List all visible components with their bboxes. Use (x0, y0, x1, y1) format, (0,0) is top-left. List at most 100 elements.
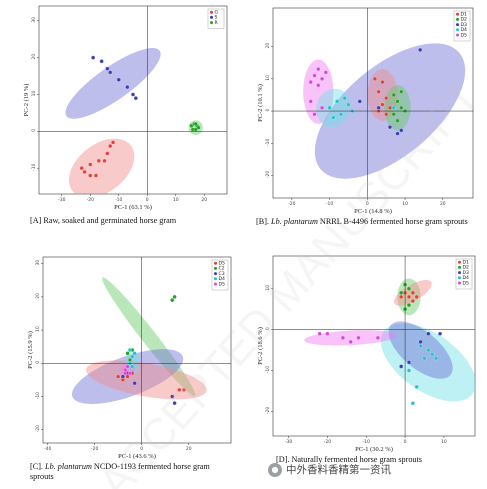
scatter-plot-D: -30 -20 -10 0 10 -20 -10 0 10 PC-1 (30.2 %) PC-2 (… (257, 255, 476, 453)
legend-label: D1 (463, 260, 470, 266)
legend-label: D3 (461, 22, 468, 28)
x-axis-label: PC-1 (63.1 %) (114, 204, 152, 211)
legend-label: G (215, 10, 219, 16)
y-tick-label: -20 (35, 425, 41, 432)
data-point-C2-5 (125, 351, 130, 356)
data-point-D5-0 (308, 80, 313, 85)
data-point-D4-0 (127, 347, 132, 353)
data-point-D4-3 (331, 115, 336, 120)
data-point-G-8 (111, 140, 116, 145)
data-point-D1-1 (380, 80, 385, 85)
x-tick-label: -20 (87, 197, 94, 203)
data-point-D4-4 (338, 112, 343, 117)
confidence-ellipse-D4 (316, 88, 351, 127)
data-point-D2-4 (395, 118, 400, 123)
data-point-D3-4 (399, 364, 404, 369)
plot-frame (42, 256, 232, 444)
source-watermark-text: 中外香料香精第一资讯 (286, 464, 391, 476)
legend-label: R (215, 20, 219, 26)
y-tick-label: 30 (35, 260, 41, 266)
x-tick-label: 20 (440, 201, 446, 207)
data-point-D4-2 (132, 351, 137, 356)
legend-label: C3 (219, 271, 225, 277)
data-point-C3-5 (172, 401, 177, 406)
caption-D: [D]. Naturally fermented horse gram spro… (276, 455, 466, 465)
data-point-D5-7 (316, 67, 321, 72)
data-point-D5-0 (317, 331, 322, 336)
x-axis-label: PC-1 (30.2 %) (355, 446, 393, 453)
data-point-D3-3 (395, 131, 400, 136)
y-tick-label: 30 (31, 17, 37, 23)
legend-swatch (456, 23, 459, 27)
legend-swatch (456, 12, 459, 16)
data-point-S-6 (130, 92, 136, 97)
data-point-R-5 (196, 125, 201, 130)
confidence-ellipse-G (68, 138, 135, 194)
x-tick-label: -10 (363, 439, 370, 445)
x-tick-label: -10 (326, 201, 333, 207)
panel-C: -40 -20 0 20 -20 -10 0 10 20 30 PC-1 (43.6 %) PC-2 … (25, 253, 235, 460)
x-tick-label: -30 (58, 197, 65, 203)
scatter-plot-C: -40 -20 0 20 -20 -10 0 10 20 30 PC-1 (43.6 %) PC-2 … (27, 256, 232, 460)
y-axis-label: PC-2 (18.6 %) (257, 327, 264, 365)
data-point-S-7 (133, 96, 138, 101)
data-point-S-4 (116, 77, 121, 82)
x-tick-label: 20 (201, 197, 207, 203)
data-point-D4-4 (422, 356, 427, 361)
legend: GSR (207, 8, 225, 29)
y-tick-label: -10 (265, 138, 271, 145)
legend-swatch (458, 281, 461, 285)
y-tick-label: 10 (265, 285, 271, 291)
panel-B: -20 -10 0 10 20 -20 -10 0 10 20 PC-1 (14.8 %) PC-2 … (253, 2, 477, 215)
data-point-D2-1 (395, 99, 400, 104)
data-point-S-1 (99, 59, 104, 64)
y-tick-label: 0 (31, 129, 37, 132)
caption-species: Lb. plantarum (268, 217, 318, 226)
x-tick-label: 0 (366, 201, 369, 207)
data-point-S-5 (125, 85, 130, 90)
data-point-D5-5 (375, 335, 380, 340)
x-tick-label: 10 (441, 439, 447, 445)
y-tick-label: 0 (265, 327, 271, 330)
y-tick-label: 20 (35, 293, 41, 299)
legend-swatch (458, 265, 461, 269)
data-point-D5b-3 (123, 371, 128, 376)
confidence-ellipse-C2 (102, 277, 196, 397)
data-point-D4-6 (410, 401, 415, 406)
data-point-D2-3 (391, 112, 396, 117)
data-point-D3-0 (357, 99, 362, 104)
data-point-D5-3 (316, 83, 321, 88)
plot-frame (272, 7, 474, 199)
data-point-S-2 (105, 66, 110, 71)
x-tick-label: -10 (115, 197, 122, 203)
confidence-ellipse-S (65, 48, 161, 119)
legend-label: D5 (463, 280, 470, 286)
data-point-D1-0 (372, 76, 377, 81)
data-point-G-4 (88, 162, 93, 167)
y-tick-label: 10 (35, 326, 41, 332)
confidence-ellipse-D5 (303, 59, 334, 124)
data-point-D4-0 (418, 343, 423, 349)
data-point-D5-0 (116, 374, 121, 379)
data-point-D1-4 (410, 290, 415, 295)
data-point-D1-7 (384, 112, 389, 117)
data-point-D4-3 (130, 364, 135, 369)
legend-label: D2 (463, 265, 470, 271)
confidence-ellipse-D2 (384, 85, 411, 131)
data-point-D5-2 (125, 374, 130, 379)
plot-frame (38, 5, 228, 195)
y-tick-label: -10 (35, 392, 41, 399)
legend-swatch (214, 277, 217, 281)
legend-label: D2 (461, 17, 468, 23)
data-point-R-6 (193, 121, 198, 126)
data-point-G-7 (108, 144, 113, 149)
data-point-D3-3 (406, 360, 411, 365)
data-point-D1-1 (406, 294, 411, 299)
data-point-D5-1 (120, 377, 125, 382)
panel-A: -30 -20 -10 0 10 20 -10 0 10 20 30 PC-1 (63.1 %) PC-… (23, 2, 229, 211)
legend-swatch (458, 276, 461, 280)
legend-swatch (210, 21, 213, 25)
caption-tag: [D]. (276, 455, 290, 464)
